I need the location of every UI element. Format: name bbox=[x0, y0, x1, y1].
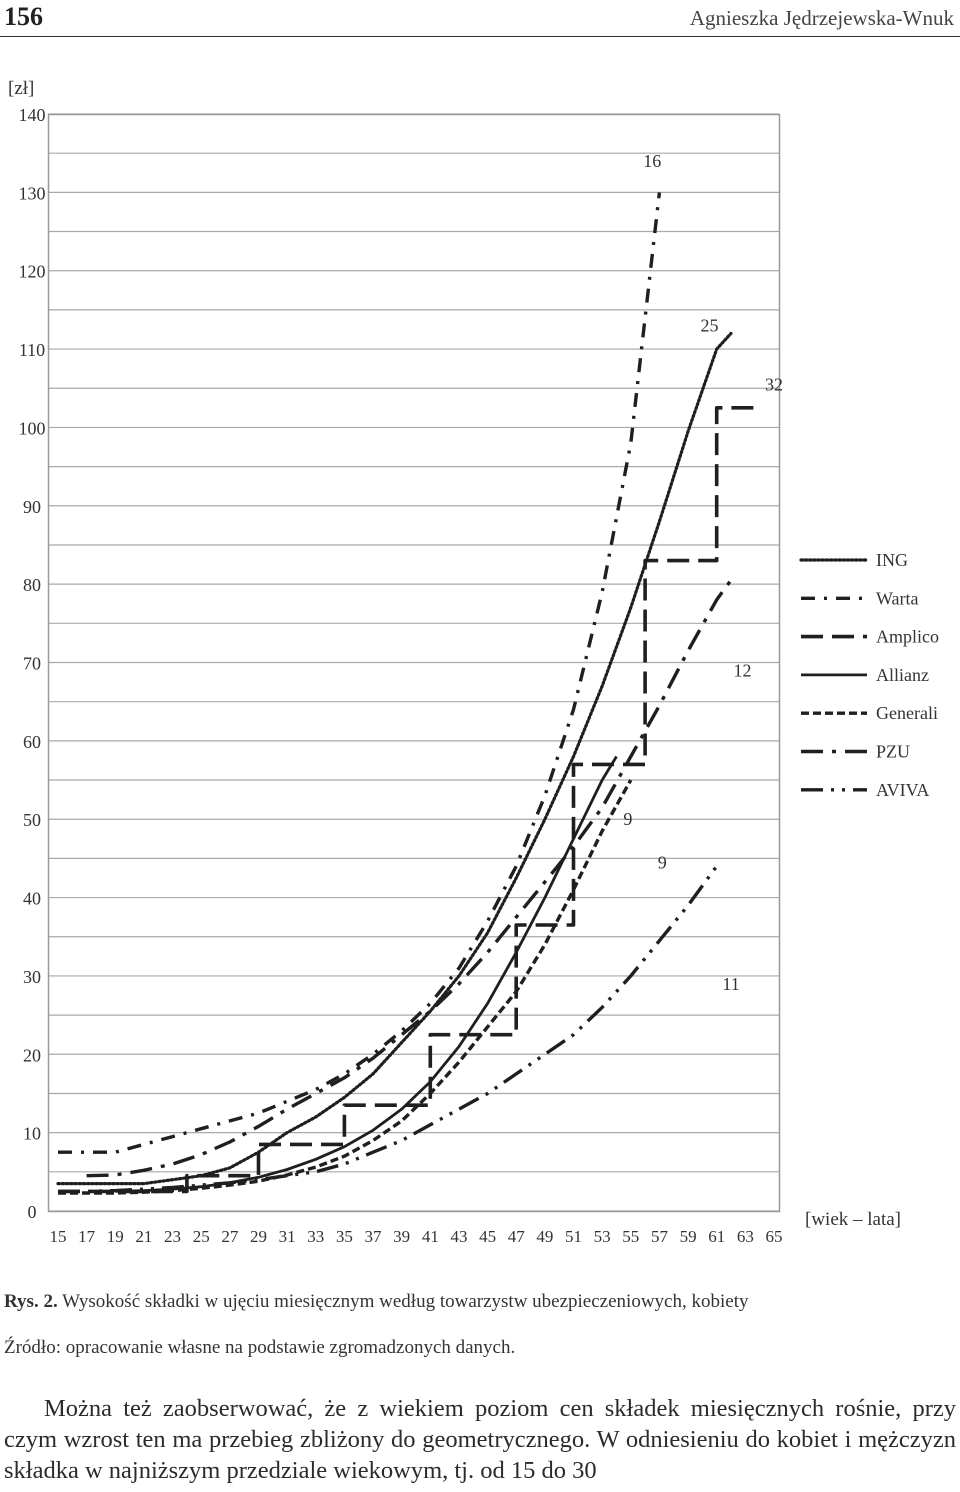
y-tick-label: 40 bbox=[23, 889, 41, 909]
figure-label: Rys. 2. bbox=[4, 1291, 58, 1312]
y-tick-label: 90 bbox=[23, 497, 41, 517]
y-tick-label: 10 bbox=[23, 1124, 41, 1144]
y-tick-label: 120 bbox=[19, 262, 46, 282]
figure-source: Źródło: opracowanie własne na podstawie … bbox=[4, 1337, 516, 1358]
y-tick-label: 80 bbox=[23, 575, 41, 595]
x-tick-label: 47 bbox=[508, 1227, 526, 1246]
x-tick-label: 25 bbox=[193, 1227, 210, 1246]
legend-label: ING bbox=[876, 550, 908, 570]
y-tick-label: 100 bbox=[19, 418, 46, 438]
figure-caption-text: Wysokość składki w ujęciu miesięcznym we… bbox=[57, 1291, 749, 1312]
body-paragraph-text: Można też zaobserwować, że z wiekiem poz… bbox=[4, 1395, 956, 1484]
x-tick-label: 61 bbox=[708, 1227, 725, 1246]
legend-label: Allianz bbox=[876, 665, 929, 685]
x-tick-label: 33 bbox=[307, 1227, 324, 1246]
x-tick-label: 57 bbox=[651, 1227, 669, 1246]
series-line-pzu bbox=[86, 579, 733, 1178]
data-annotation: 16 bbox=[643, 151, 661, 171]
data-annotation: 12 bbox=[733, 660, 751, 680]
x-axis-label: [wiek – lata] bbox=[805, 1209, 901, 1230]
y-tick-label: 0 bbox=[28, 1202, 37, 1222]
y-axis-ticks: 0 10 20 30 40 50 60 70 80 90 100 110 120 130 140 bbox=[19, 105, 46, 1222]
y-tick-label: 30 bbox=[23, 967, 41, 987]
series-line-ing bbox=[56, 331, 733, 1186]
y-tick-label: 110 bbox=[19, 340, 45, 360]
x-tick-label: 35 bbox=[336, 1227, 353, 1246]
x-tick-label: 21 bbox=[135, 1227, 152, 1246]
y-tick-label: 70 bbox=[23, 654, 41, 674]
legend-label: Generali bbox=[876, 703, 938, 723]
x-tick-label: 53 bbox=[594, 1227, 611, 1246]
data-annotation: 9 bbox=[658, 852, 667, 872]
x-tick-label: 51 bbox=[565, 1227, 582, 1246]
x-tick-label: 17 bbox=[78, 1227, 96, 1246]
x-tick-label: 31 bbox=[279, 1227, 296, 1246]
x-tick-label: 43 bbox=[450, 1227, 467, 1246]
data-annotation: 32 bbox=[765, 374, 783, 394]
data-annotation: 11 bbox=[722, 974, 739, 994]
x-tick-label: 63 bbox=[737, 1227, 754, 1246]
y-tick-label: 140 bbox=[19, 105, 46, 125]
body-paragraph: Można też zaobserwować, że z wiekiem poz… bbox=[4, 1393, 956, 1486]
page-header: 156 Agnieszka Jędrzejewska-Wnuk bbox=[0, 0, 960, 37]
plot-frame bbox=[47, 113, 781, 1213]
data-annotation: 25 bbox=[701, 316, 719, 336]
x-tick-label: 59 bbox=[680, 1227, 697, 1246]
figure-caption: Rys. 2. Wysokość składki w ujęciu miesię… bbox=[4, 1291, 748, 1313]
legend-label: PZU bbox=[876, 742, 910, 762]
annotations: 16 25 32 12 9 9 11 bbox=[623, 151, 783, 994]
y-axis-label: [zł] bbox=[8, 78, 34, 99]
y-tick-label: 130 bbox=[19, 183, 46, 203]
x-tick-label: 29 bbox=[250, 1227, 267, 1246]
x-axis-ticks: 15 17 19 21 23 25 27 29 31 33 35 37 39 41 43 45 47 49 51 53… bbox=[50, 1227, 783, 1246]
x-tick-label: 45 bbox=[479, 1227, 496, 1246]
series-line-generali bbox=[58, 779, 633, 1195]
running-head-author: Agnieszka Jędrzejewska-Wnuk bbox=[689, 6, 954, 30]
series-lines bbox=[56, 192, 760, 1195]
series-line-allianz bbox=[115, 755, 618, 1193]
legend: ING Warta Amplico Allianz Generali PZU AVIVA bbox=[799, 550, 939, 800]
series-line-aviva bbox=[58, 865, 719, 1194]
legend-label: Amplico bbox=[876, 627, 939, 647]
gridlines bbox=[48, 113, 779, 1212]
y-tick-label: 20 bbox=[23, 1045, 41, 1065]
x-tick-label: 55 bbox=[622, 1227, 639, 1246]
legend-label: AVIVA bbox=[876, 780, 929, 800]
y-tick-label: 60 bbox=[23, 732, 41, 752]
x-tick-label: 19 bbox=[107, 1227, 124, 1246]
series-line-amplico bbox=[58, 405, 760, 1194]
y-tick-label: 50 bbox=[23, 810, 41, 830]
x-tick-label: 27 bbox=[221, 1227, 239, 1246]
x-tick-label: 39 bbox=[393, 1227, 410, 1246]
x-tick-label: 41 bbox=[422, 1227, 439, 1246]
x-tick-label: 15 bbox=[50, 1227, 67, 1246]
x-tick-label: 37 bbox=[365, 1227, 383, 1246]
data-annotation: 9 bbox=[623, 809, 632, 829]
x-tick-label: 49 bbox=[536, 1227, 553, 1246]
series-line-warta bbox=[58, 192, 662, 1154]
x-tick-label: 65 bbox=[766, 1227, 783, 1246]
x-tick-label: 23 bbox=[164, 1227, 181, 1246]
page-number: 156 bbox=[4, 2, 43, 31]
legend-label: Warta bbox=[876, 588, 919, 608]
